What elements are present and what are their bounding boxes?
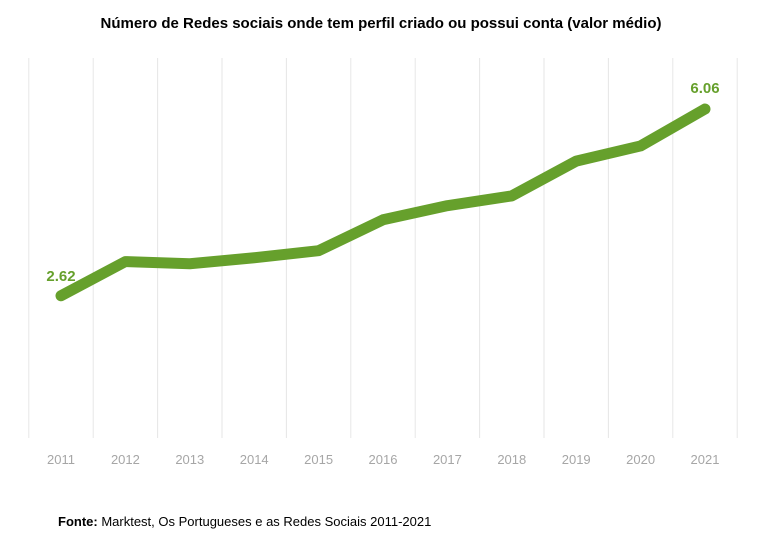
x-tick-label: 2017 bbox=[433, 452, 462, 467]
x-tick-label: 2020 bbox=[626, 452, 655, 467]
x-tick-label: 2015 bbox=[304, 452, 333, 467]
x-tick-label: 2018 bbox=[497, 452, 526, 467]
data-point bbox=[446, 204, 449, 207]
data-point bbox=[575, 160, 578, 163]
data-label-first: 2.62 bbox=[46, 268, 75, 285]
x-tick-label: 2011 bbox=[47, 452, 75, 467]
x-tick-label: 2019 bbox=[562, 452, 591, 467]
source-text: Marktest, Os Portugueses e as Redes Soci… bbox=[97, 514, 432, 529]
data-label-last: 6.06 bbox=[690, 80, 719, 97]
x-tick-label: 2021 bbox=[691, 452, 720, 467]
data-point bbox=[704, 108, 706, 111]
data-point bbox=[124, 260, 127, 263]
chart-title: Número de Redes sociais onde tem perfil … bbox=[100, 15, 662, 32]
data-point bbox=[188, 262, 191, 265]
data-point bbox=[317, 249, 320, 252]
source-label: Fonte: bbox=[58, 514, 98, 529]
source-note: Fonte: Marktest, Os Portugueses e as Red… bbox=[58, 514, 431, 529]
data-point bbox=[60, 294, 62, 297]
x-tick-label: 2012 bbox=[111, 452, 140, 467]
data-point bbox=[382, 218, 384, 221]
x-tick-label: 2014 bbox=[240, 452, 269, 467]
x-tick-label: 2013 bbox=[175, 452, 204, 467]
data-point bbox=[510, 194, 513, 197]
x-tick-label: 2016 bbox=[369, 452, 398, 467]
data-point bbox=[639, 144, 642, 147]
data-point bbox=[253, 256, 256, 259]
